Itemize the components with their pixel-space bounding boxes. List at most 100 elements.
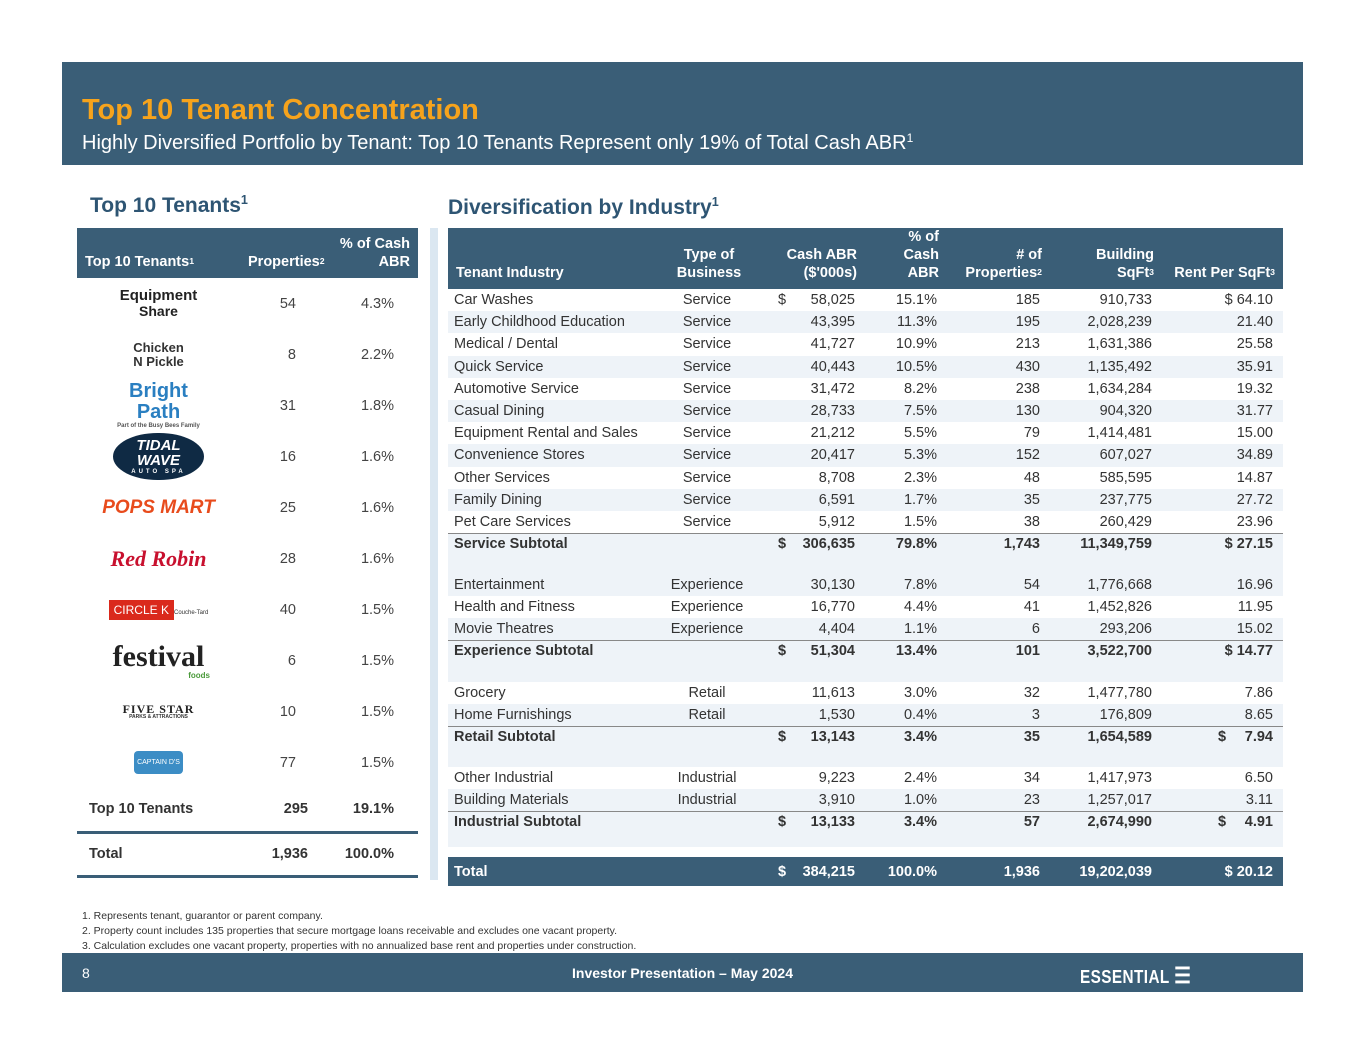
cell: $7.94 <box>1162 725 1283 767</box>
value: 28,733 <box>810 403 855 420</box>
cell: 5.3% <box>865 444 947 467</box>
cell: 1,631,386 <box>1050 333 1162 356</box>
cell: $306,635 <box>758 532 865 575</box>
column-header: # of Properties2 <box>947 228 1050 289</box>
cell: 8.2% <box>865 377 947 400</box>
value: 100.0% <box>887 863 937 880</box>
cell: $4.91 <box>1162 810 1283 853</box>
logo-mark: ☰ <box>1174 963 1192 988</box>
cell: 238 <box>947 377 1050 400</box>
header-text: % of Cash ABR <box>903 229 939 281</box>
cell: Total <box>448 847 660 887</box>
cell: $ 14.77 <box>1162 640 1283 682</box>
header-text: Building SqFt <box>1096 247 1154 281</box>
value: 8,708 <box>818 469 855 486</box>
tenant-logo: festival foods <box>77 635 240 686</box>
value: 11,349,759 <box>1080 535 1152 552</box>
cell: Retail <box>660 681 758 704</box>
value: Service <box>682 513 732 530</box>
value: Industrial <box>677 770 737 787</box>
footer-band: 8 Investor Presentation – May 2024 ESSEN… <box>62 953 1303 1009</box>
cell: 237,775 <box>1050 488 1162 511</box>
cell: Service Subtotal <box>448 532 660 575</box>
value: Health and Fitness <box>454 599 575 616</box>
value: 238 <box>1015 380 1040 397</box>
cell: 25.58 <box>1162 333 1283 356</box>
value: 213 <box>1015 336 1040 353</box>
value: 11,613 <box>811 684 855 701</box>
value: 1,257,017 <box>1087 792 1152 809</box>
value: Total <box>454 863 488 880</box>
value: Home Furnishings <box>454 706 572 723</box>
value: 57 <box>1023 813 1040 830</box>
cell: 1,743 <box>947 532 1050 575</box>
subtotal-row: Retail Subtotal $13,143 3.4% 35 1,654,589 $7.… <box>448 725 1283 767</box>
column-header: Type of Business <box>660 228 758 289</box>
value: Service <box>682 403 732 420</box>
cell: 6 <box>947 618 1050 641</box>
cell: $ 20.12 <box>1162 847 1283 887</box>
cell: 57 <box>947 810 1050 853</box>
value: 101 <box>1015 643 1040 660</box>
cell: Early Childhood Education <box>448 311 660 334</box>
cell: Service <box>660 289 758 312</box>
value: 1,936 <box>1003 863 1040 880</box>
value: 7.94 <box>1244 728 1273 745</box>
logo: Red Robin <box>77 547 240 570</box>
cell: 35 <box>947 725 1050 767</box>
cell: Service <box>660 399 758 423</box>
value: Other Services <box>454 469 550 486</box>
properties: 77 <box>279 754 296 771</box>
value: Car Washes <box>454 292 534 309</box>
cell <box>660 532 758 575</box>
value: 41,727 <box>810 336 855 353</box>
value: 904,320 <box>1099 403 1152 420</box>
row-row: Other Industrial Industrial 9,223 2.4% 34 1,4… <box>448 767 1283 790</box>
subtitle: Highly Diversified Portfolio by Tenant: … <box>82 131 913 155</box>
cell: Health and Fitness <box>448 596 660 619</box>
tenant-row: POPS MART 25 1.6% <box>77 482 418 533</box>
cell: 4.4% <box>865 596 947 619</box>
value: Service <box>682 447 732 464</box>
cell: 904,320 <box>1050 399 1162 423</box>
logo-text: TIDAL <box>136 436 181 454</box>
cell: 2.4% <box>865 767 947 790</box>
cell: 2.3% <box>865 466 947 489</box>
footnotes: 1. Represents tenant, guarantor or paren… <box>82 909 636 954</box>
value: 8.65 <box>1244 706 1273 723</box>
cell: 6.50 <box>1162 767 1283 790</box>
value: Service Subtotal <box>454 535 568 552</box>
logo-text: festival <box>112 639 205 673</box>
value: Movie Theatres <box>454 621 554 638</box>
tenant-logo: CAPTAIN D'S <box>77 737 240 788</box>
cell: 0.4% <box>865 703 947 726</box>
header-band: Top 10 Tenant Concentration Highly Diver… <box>62 62 1303 165</box>
pct-cash-abr: 1.5% <box>360 754 394 771</box>
cell: 15.02 <box>1162 618 1283 641</box>
logo-text: Path <box>136 401 181 424</box>
value: 79 <box>1023 425 1040 442</box>
logo-text: WAVE <box>136 452 181 470</box>
cell: 6,591 <box>758 488 865 511</box>
logo-text: PARKS & ATTRACTIONS <box>129 714 188 721</box>
cell: 7.8% <box>865 574 947 597</box>
cell: 20,417 <box>758 444 865 467</box>
value: 1,530 <box>818 706 855 723</box>
value: Other Industrial <box>454 770 554 787</box>
value: 1.1% <box>903 621 937 638</box>
footnote-ref: 1 <box>189 256 195 267</box>
value: Service <box>682 336 732 353</box>
subtitle-text: Highly Diversified Portfolio by Tenant: … <box>82 132 907 154</box>
logo-text: ESSENTIAL <box>1080 967 1170 987</box>
row-row: Grocery Retail 11,613 3.0% 32 1,477,780 7.86 <box>448 681 1283 704</box>
value: 5.3% <box>903 447 937 464</box>
value: 35 <box>1023 491 1040 508</box>
dollar-value: $58,025 <box>764 292 855 308</box>
value: 8.2% <box>903 380 937 397</box>
logo-text: POPS MART <box>102 496 215 518</box>
cell: 2,674,990 <box>1050 810 1162 853</box>
value: Service <box>682 314 732 331</box>
value: 2,674,990 <box>1087 813 1152 830</box>
cell: 101 <box>947 640 1050 682</box>
dollar-value: $384,215 <box>764 864 855 880</box>
